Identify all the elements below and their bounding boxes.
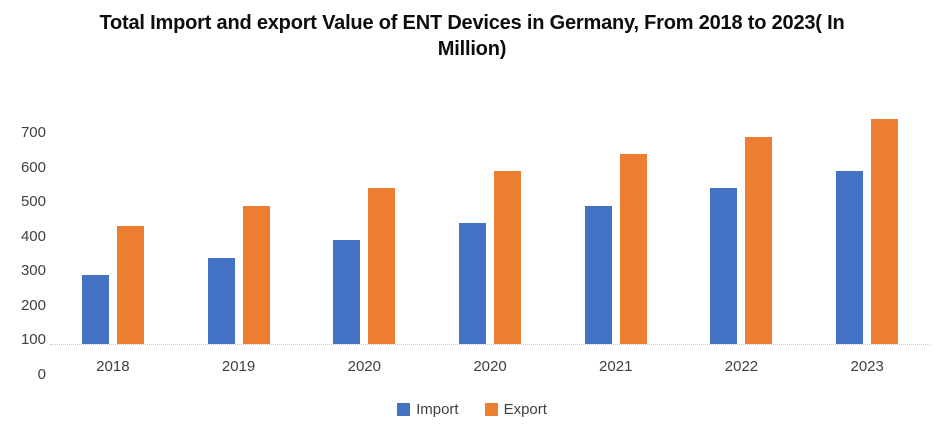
- y-tick-label: 600: [20, 158, 46, 176]
- export-bar: [745, 136, 773, 344]
- y-axis: 0 100 200 300 400 500 600 700: [6, 125, 50, 383]
- legend-swatch-import: [397, 403, 411, 416]
- legend-label: Import: [416, 401, 459, 418]
- bar-chart: 0 100 200 300 400 500 600 700 2018 2019 2020 2020 2…: [6, 102, 930, 383]
- import-bar: [81, 274, 109, 344]
- export-bar: [116, 226, 144, 344]
- bar-group: [50, 102, 176, 344]
- bar-group: [679, 102, 805, 344]
- x-tick-label: 2018: [96, 358, 130, 375]
- bar-group: [301, 102, 427, 344]
- plot-area: [50, 102, 930, 345]
- y-tick-label: 400: [20, 227, 46, 245]
- legend: Import Export: [0, 401, 944, 418]
- export-bar: [368, 188, 396, 344]
- export-bar: [494, 171, 522, 344]
- export-bar: [242, 205, 270, 344]
- bar-group: [176, 102, 302, 344]
- x-tick-label: 2021: [599, 358, 633, 375]
- x-tick-label: 2020: [347, 358, 381, 375]
- export-bar: [871, 119, 899, 344]
- plot-column: 2018 2019 2020 2020 2021 2022 2023: [50, 102, 930, 375]
- y-tick-label: 700: [20, 124, 46, 141]
- legend-item: Import: [397, 401, 459, 418]
- bar-group: [553, 102, 679, 344]
- import-bar: [584, 205, 612, 344]
- export-bar: [619, 153, 647, 344]
- y-tick-label: 300: [20, 262, 46, 280]
- y-tick-label: 100: [20, 331, 46, 349]
- x-axis: 2018 2019 2020 2020 2021 2022 2023: [50, 358, 930, 375]
- x-tick-label: 2022: [724, 358, 759, 375]
- y-tick-label: 500: [20, 193, 46, 211]
- import-bar: [207, 257, 235, 344]
- import-bar: [333, 240, 361, 344]
- legend-label: Export: [503, 401, 547, 418]
- import-bar: [459, 223, 487, 344]
- legend-item: Export: [484, 401, 547, 418]
- y-tick-label: 0: [37, 366, 46, 383]
- bar-group: [427, 102, 553, 344]
- x-tick-label: 2023: [850, 358, 884, 375]
- bar-group: [804, 102, 930, 344]
- import-bar: [836, 171, 864, 344]
- chart-title: Total Import and export Value of ENT Dev…: [99, 12, 845, 60]
- x-tick-label: 2020: [473, 358, 507, 375]
- import-bar: [710, 188, 738, 344]
- x-tick-label: 2019: [221, 358, 256, 375]
- legend-swatch-export: [484, 403, 498, 416]
- y-tick-label: 200: [20, 296, 46, 314]
